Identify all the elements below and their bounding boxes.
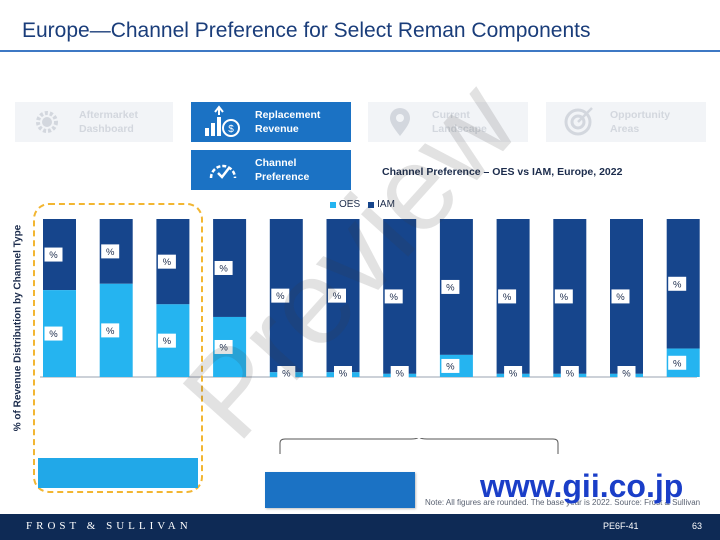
- gear-dollar-icon: [25, 104, 69, 140]
- data-label-iam-11: %: [616, 292, 625, 303]
- data-label-iam-12: %: [673, 279, 682, 290]
- data-label-iam-10: %: [560, 292, 569, 303]
- data-label-iam-1: %: [49, 250, 58, 261]
- data-label-iam-1-box: [44, 247, 63, 262]
- target-icon: [556, 104, 600, 140]
- data-label-oes-5-box: [277, 366, 296, 380]
- data-label-iam-8-box: [441, 279, 460, 294]
- source-note: Note: All figures are rounded. The base …: [425, 498, 701, 507]
- nav-replacement-revenue[interactable]: $ Replacement Revenue: [191, 102, 351, 142]
- data-label-iam-6: %: [333, 291, 342, 302]
- data-label-iam-11-box: [611, 289, 630, 304]
- legend-item-iam: IAM: [368, 199, 395, 210]
- legend-swatch-oes: [330, 201, 336, 208]
- gii-url-watermark: www.gii.co.jp: [480, 468, 684, 504]
- nav-channel-preference[interactable]: Channel Preference: [191, 150, 351, 190]
- data-label-oes-4: %: [219, 342, 228, 353]
- legend-swatch-iam: [368, 201, 375, 208]
- location-pin-icon: [378, 104, 422, 140]
- data-label-iam-3-box: [157, 254, 176, 269]
- group-brace: [279, 438, 559, 454]
- nav-current-landscape[interactable]: Current Landscape: [368, 102, 528, 142]
- data-label-iam-8: %: [446, 282, 455, 293]
- data-label-iam-7-box: [384, 289, 403, 304]
- data-label-oes-7: %: [395, 369, 404, 380]
- brand-logo-text: FROST & SULLIVAN: [26, 520, 192, 532]
- data-label-oes-9: %: [509, 369, 518, 380]
- highlight-callout-button[interactable]: [38, 458, 198, 488]
- legend-label-oes: OES: [339, 199, 361, 210]
- data-label-oes-4-box: [214, 339, 233, 354]
- data-label-iam-12-box: [668, 276, 687, 291]
- speedometer-icon: [201, 152, 245, 188]
- data-label-oes-2: %: [106, 326, 115, 337]
- data-label-oes-2-box: [101, 323, 120, 338]
- title-divider: [0, 50, 720, 52]
- data-label-iam-4-box: [214, 260, 233, 275]
- data-label-oes-6: %: [339, 369, 348, 380]
- data-label-oes-6-box: [334, 366, 352, 380]
- revenue-growth-icon: $: [201, 104, 245, 140]
- chart-legend: OES IAM: [330, 199, 403, 210]
- data-label-oes-3: %: [163, 336, 172, 347]
- data-label-oes-7-box: [390, 366, 409, 380]
- data-label-oes-8: %: [446, 361, 455, 372]
- legend-label-iam: IAM: [377, 199, 395, 210]
- data-label-oes-1-box: [44, 326, 63, 341]
- data-label-oes-10-box: [560, 366, 579, 380]
- data-label-iam-10-box: [554, 289, 573, 304]
- nav-label: Opportunity Areas: [610, 109, 671, 135]
- document-code: PE6F-41: [603, 521, 639, 531]
- data-label-oes-1: %: [49, 329, 58, 340]
- data-label-iam-6-box: [328, 288, 346, 303]
- highlight-box: [33, 203, 203, 493]
- nav-label: Current Landscape: [432, 109, 487, 135]
- data-label-oes-12-box: [668, 355, 687, 370]
- data-label-iam-7: %: [389, 292, 398, 303]
- data-label-iam-2: %: [106, 247, 115, 258]
- data-label-iam-9: %: [503, 292, 512, 303]
- nav-label: Aftermarket Dashboard: [79, 109, 138, 135]
- page-title: Europe—Channel Preference for Select Rem…: [22, 19, 591, 42]
- data-label-oes-10: %: [566, 369, 575, 380]
- svg-text:$: $: [228, 124, 234, 135]
- nav-label: Replacement Revenue: [255, 109, 321, 135]
- data-label-oes-3-box: [157, 333, 176, 348]
- data-label-oes-8-box: [441, 358, 460, 373]
- data-label-iam-2-box: [101, 244, 120, 259]
- data-label-oes-11-box: [617, 366, 636, 380]
- data-label-iam-5: %: [276, 291, 285, 302]
- data-label-oes-12: %: [673, 358, 682, 369]
- group-callout-button[interactable]: [265, 472, 415, 508]
- nav-aftermarket-dashboard[interactable]: Aftermarket Dashboard: [15, 102, 173, 142]
- data-label-iam-3: %: [163, 257, 172, 268]
- footer-bar: [0, 514, 720, 540]
- chart-title: Channel Preference – OES vs IAM, Europe,…: [382, 166, 623, 178]
- data-label-iam-9-box: [498, 289, 517, 304]
- data-label-iam-4: %: [219, 263, 228, 274]
- data-label-oes-9-box: [504, 366, 523, 380]
- nav-label: Channel Preference: [255, 157, 310, 183]
- data-label-iam-5-box: [271, 288, 290, 303]
- page-number: 63: [692, 521, 703, 531]
- data-label-oes-11: %: [622, 369, 631, 380]
- legend-item-oes: OES: [330, 199, 360, 210]
- data-label-oes-5: %: [282, 369, 291, 380]
- nav-opportunity-areas[interactable]: Opportunity Areas: [546, 102, 706, 142]
